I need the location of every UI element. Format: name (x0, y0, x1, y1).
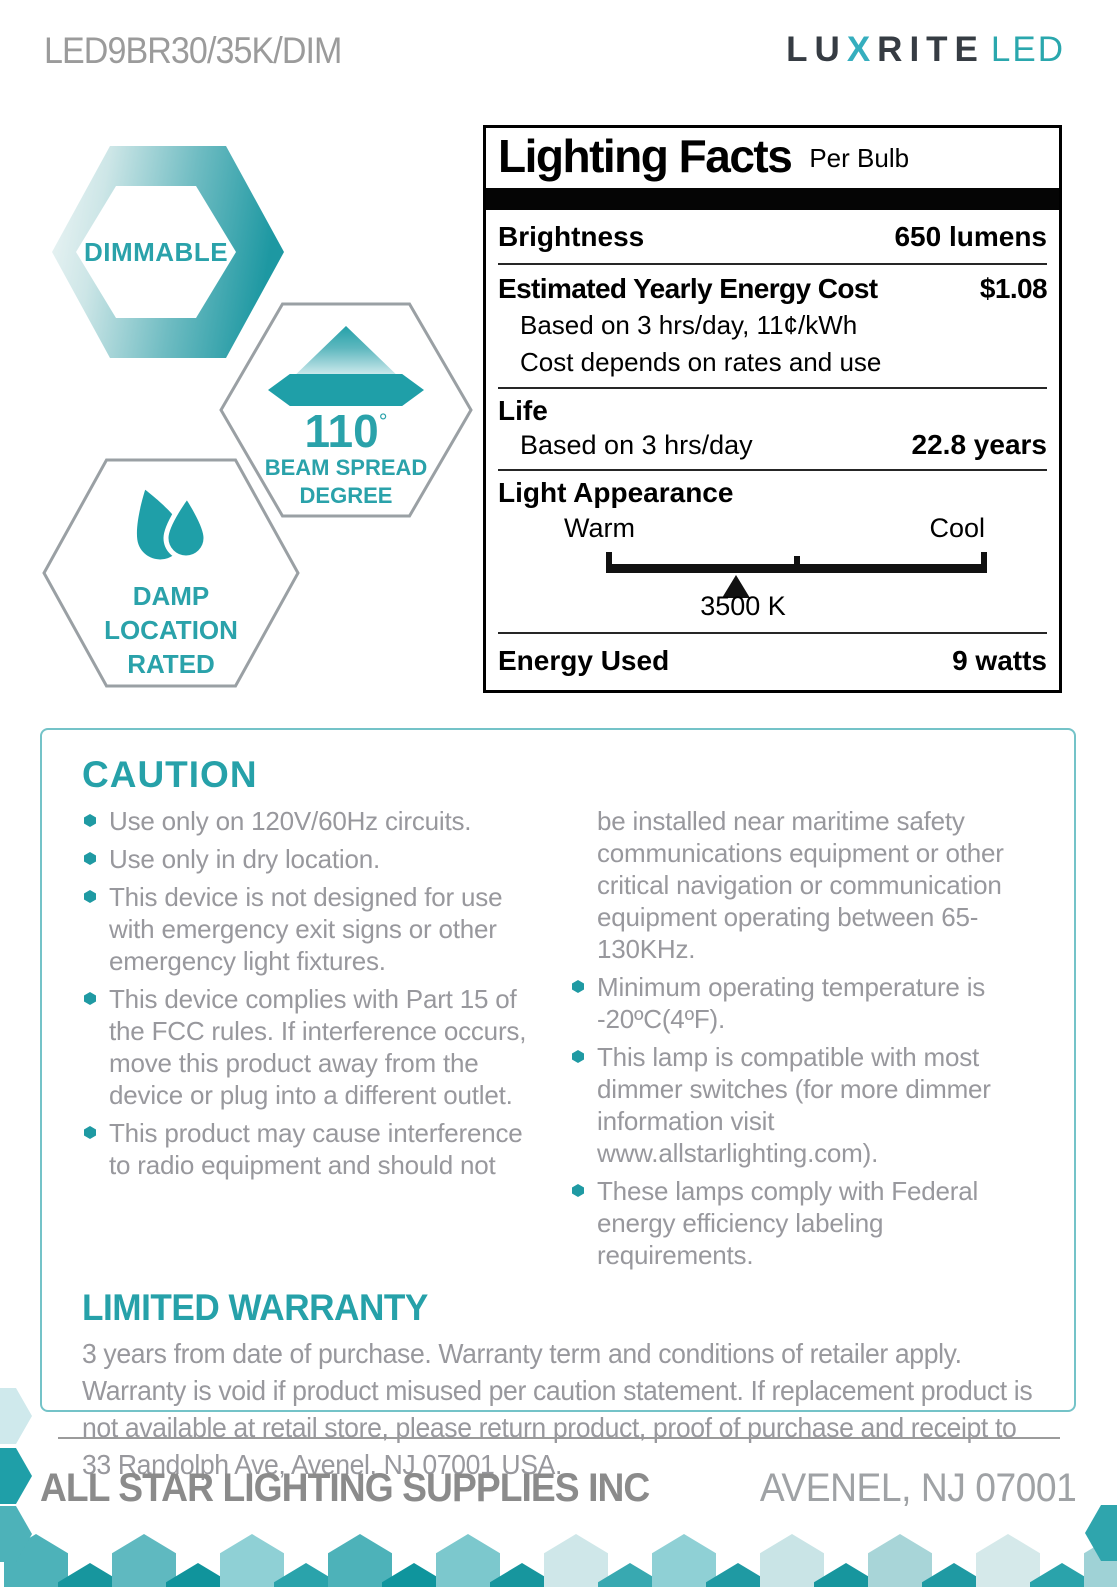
hexagon-outline (219, 302, 473, 518)
company-location: AVENEL, NJ 07001 (759, 1466, 1076, 1510)
caution-warranty-box: CAUTION Use only on 120V/60Hz circuits. … (40, 728, 1076, 1480)
dimmable-badge-inner: DIMMABLE (76, 186, 236, 318)
caution-item: This product may cause interference to r… (82, 1117, 544, 1181)
hex-tile (436, 1534, 500, 1587)
hex-tile (544, 1534, 608, 1587)
kelvin-pointer-icon (721, 574, 750, 598)
color-temperature-scale (606, 551, 987, 598)
brand-led: LED (990, 30, 1065, 69)
scale-left-tick (606, 551, 612, 573)
caution-item: This device complies with Part 15 of the… (82, 983, 544, 1111)
life-value: 22.8 years (911, 428, 1047, 460)
beam-spread-label: BEAM SPREAD DEGREE (264, 455, 428, 508)
lighting-facts-panel: Lighting Facts Per Bulb Brightness 650 l… (483, 125, 1062, 693)
company-name: ALL STAR LIGHTING SUPPLIES INC (40, 1466, 650, 1510)
brand-x: X (846, 30, 878, 69)
life-note: Based on 3 hrs/day (520, 429, 753, 460)
divider (498, 386, 1047, 389)
facts-divider-bar (486, 188, 1059, 211)
per-bulb-label: Per Bulb (809, 143, 910, 174)
damp-location-badge: DAMP LOCATION RATED (42, 458, 300, 688)
energy-cost-value: $1.08 (979, 273, 1048, 305)
warranty-title: LIMITED WARRANTY (82, 1287, 428, 1328)
beam-cone-icon (288, 326, 404, 382)
beam-spread-badge: 110° BEAM SPREAD DEGREE (219, 302, 473, 518)
beam-lens-icon (268, 374, 424, 406)
scale-middle-tick (793, 555, 800, 573)
warm-label: Warm (564, 512, 635, 543)
footer: ALL STAR LIGHTING SUPPLIES INC AVENEL, N… (40, 1466, 1076, 1511)
light-appearance-label: Light Appearance (498, 476, 734, 508)
caution-title: CAUTION (82, 754, 258, 795)
hex-tile (760, 1534, 824, 1587)
brand-lu: LU (786, 30, 847, 69)
footer-divider (58, 1437, 1060, 1439)
divider (498, 263, 1047, 266)
caution-item: This lamp is compatible with most dimmer… (570, 1041, 1032, 1169)
brightness-value: 650 lumens (894, 221, 1047, 253)
dimmable-label: DIMMABLE (83, 236, 229, 267)
brand-logo: LUXRITE LED (786, 30, 1065, 70)
energy-used-value: 9 watts (952, 644, 1047, 676)
caution-item: These lamps comply with Federal energy e… (570, 1175, 1032, 1271)
hex-tile (220, 1534, 284, 1587)
life-label: Life (498, 394, 548, 426)
hex-edge-tile (0, 1388, 32, 1444)
warranty-text: 3 years from date of purchase. Warranty … (82, 1338, 1033, 1480)
cool-label: Cool (929, 512, 985, 543)
brand-rite: RITE (877, 30, 985, 69)
energy-used-label: Energy Used (498, 644, 670, 676)
caution-item-continuation: be installed near maritime safety commun… (597, 806, 1004, 964)
beam-angle-value: 110° (304, 405, 388, 457)
hex-tile (976, 1534, 1040, 1587)
hex-tile (112, 1534, 176, 1587)
energy-cost-note-2: Cost depends on rates and use (520, 346, 882, 377)
hexagon-outline (42, 458, 300, 688)
model-number: LED9BR30/35K/DIM (44, 30, 342, 71)
damp-location-label: DAMP LOCATION RATED (104, 581, 238, 679)
caution-item: Minimum operating temperature is -20ºC(4… (570, 971, 1032, 1035)
water-drops-icon (137, 489, 209, 561)
caution-item: Use only in dry location. (82, 843, 544, 875)
divider (498, 468, 1047, 471)
scale-right-tick (981, 551, 987, 573)
dimmable-badge: DIMMABLE (52, 146, 284, 358)
kelvin-value: 3500 K (700, 590, 786, 621)
lighting-facts-title: Lighting Facts (498, 130, 793, 182)
hex-edge-tile (0, 1448, 32, 1504)
caution-column-2: be installed near maritime safety commun… (570, 805, 1032, 1277)
degree-symbol: ° (378, 409, 388, 434)
caution-item: Use only on 120V/60Hz circuits. (82, 805, 544, 837)
hex-tile (652, 1534, 716, 1587)
caution-item: This device is not designed for use with… (82, 881, 544, 977)
hex-tile (328, 1534, 392, 1587)
divider (498, 631, 1047, 634)
energy-cost-label: Estimated Yearly Energy Cost (498, 273, 878, 305)
brightness-label: Brightness (498, 221, 645, 253)
energy-cost-note-1: Based on 3 hrs/day, 11¢/kWh (520, 310, 858, 341)
caution-column-1: Use only on 120V/60Hz circuits. Use only… (82, 805, 544, 1277)
hex-tile (868, 1534, 932, 1587)
